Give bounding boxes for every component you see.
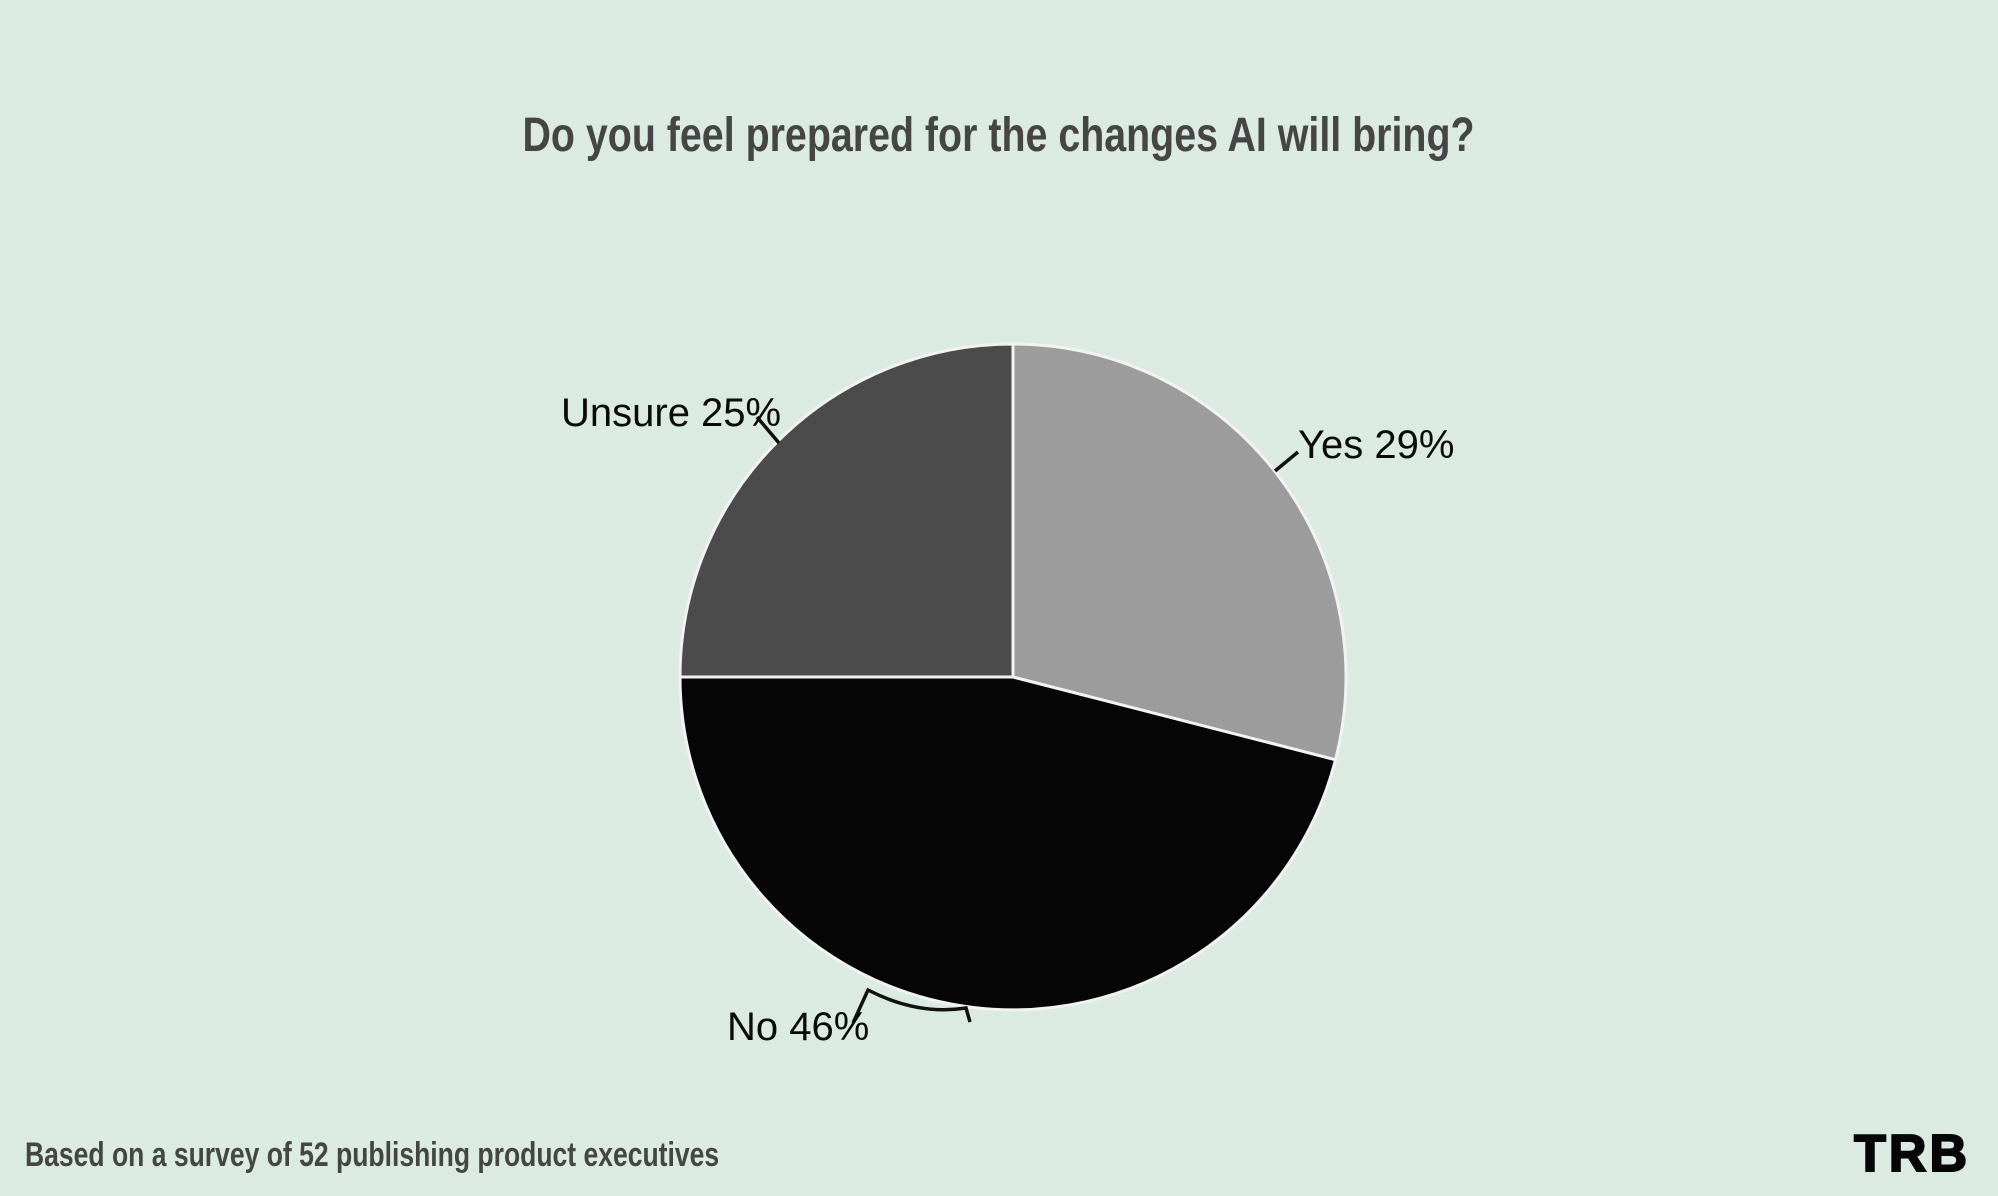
- slice-label-yes: Yes 29%: [1298, 423, 1455, 467]
- leader-line-no: [851, 987, 972, 1024]
- pie-slice-no: [678, 675, 1337, 1012]
- source-note: Based on a survey of 52 publishing produ…: [25, 1136, 720, 1174]
- leader-line-yes: [1273, 450, 1300, 473]
- chart-title: Do you feel prepared for the changes AI …: [0, 110, 1998, 162]
- pie-slices-group: [678, 342, 1348, 1012]
- slice-label-no: No 46%: [727, 1005, 870, 1049]
- trb-logo: TRB: [1853, 1124, 1970, 1184]
- chart-title-text: Do you feel prepared for the changes AI …: [522, 109, 1476, 162]
- slice-label-unsure: Unsure 25%: [561, 391, 782, 435]
- pie-slice-yes: [1011, 342, 1348, 762]
- leader-line-unsure: [755, 415, 781, 445]
- leader-lines-group: [755, 415, 1300, 1024]
